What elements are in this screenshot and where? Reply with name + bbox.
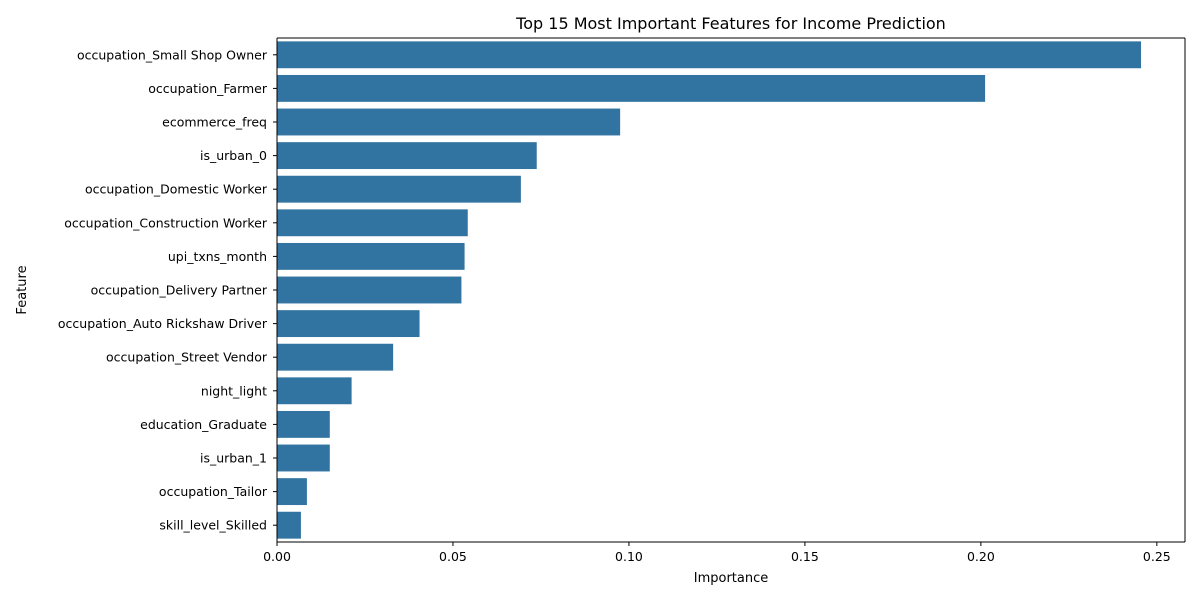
- y-tick-label: is_urban_1: [200, 451, 267, 466]
- y-tick-label: ecommerce_freq: [162, 115, 267, 130]
- y-tick-label: occupation_Auto Rickshaw Driver: [58, 316, 268, 331]
- x-tick-labels: 0.00 0.05 0.10 0.15 0.20 0.25: [263, 542, 1171, 564]
- x-tick-label: 0.05: [439, 549, 467, 564]
- y-tick-label: occupation_Street Vendor: [106, 350, 268, 365]
- bar: [277, 343, 394, 371]
- bars-group: [277, 41, 1142, 539]
- bar: [277, 74, 986, 102]
- y-tick-label: upi_txns_month: [168, 249, 267, 264]
- y-tick-labels: occupation_Small Shop Owner occupation_Fa…: [58, 47, 277, 533]
- bar: [277, 41, 1142, 69]
- bar: [277, 511, 301, 539]
- bar: [277, 276, 462, 304]
- bar: [277, 410, 330, 438]
- x-axis-label: Importance: [694, 571, 769, 586]
- bar: [277, 242, 465, 270]
- bar: [277, 108, 621, 136]
- y-tick-label: occupation_Small Shop Owner: [77, 47, 268, 62]
- x-tick-label: 0.25: [1143, 549, 1171, 564]
- x-tick-label: 0.15: [791, 549, 819, 564]
- bar: [277, 209, 468, 237]
- y-tick-label: is_urban_0: [200, 148, 267, 163]
- bar: [277, 142, 537, 170]
- x-tick-label: 0.10: [615, 549, 643, 564]
- bar: [277, 175, 521, 203]
- y-tick-label: occupation_Farmer: [148, 81, 268, 96]
- chart-title: Top 15 Most Important Features for Incom…: [515, 14, 946, 33]
- x-tick-label: 0.00: [263, 549, 291, 564]
- bar: [277, 478, 307, 506]
- y-tick-label: night_light: [201, 383, 267, 398]
- y-tick-label: skill_level_Skilled: [159, 518, 267, 533]
- y-axis-label: Feature: [15, 265, 30, 314]
- bar: [277, 377, 352, 405]
- y-tick-label: education_Graduate: [140, 417, 267, 432]
- y-tick-label: occupation_Delivery Partner: [91, 283, 268, 298]
- y-tick-label: occupation_Tailor: [159, 484, 268, 499]
- bar: [277, 310, 420, 338]
- y-tick-label: occupation_Construction Worker: [64, 215, 268, 230]
- bar: [277, 444, 330, 472]
- y-tick-label: occupation_Domestic Worker: [85, 182, 268, 197]
- x-tick-label: 0.20: [967, 549, 995, 564]
